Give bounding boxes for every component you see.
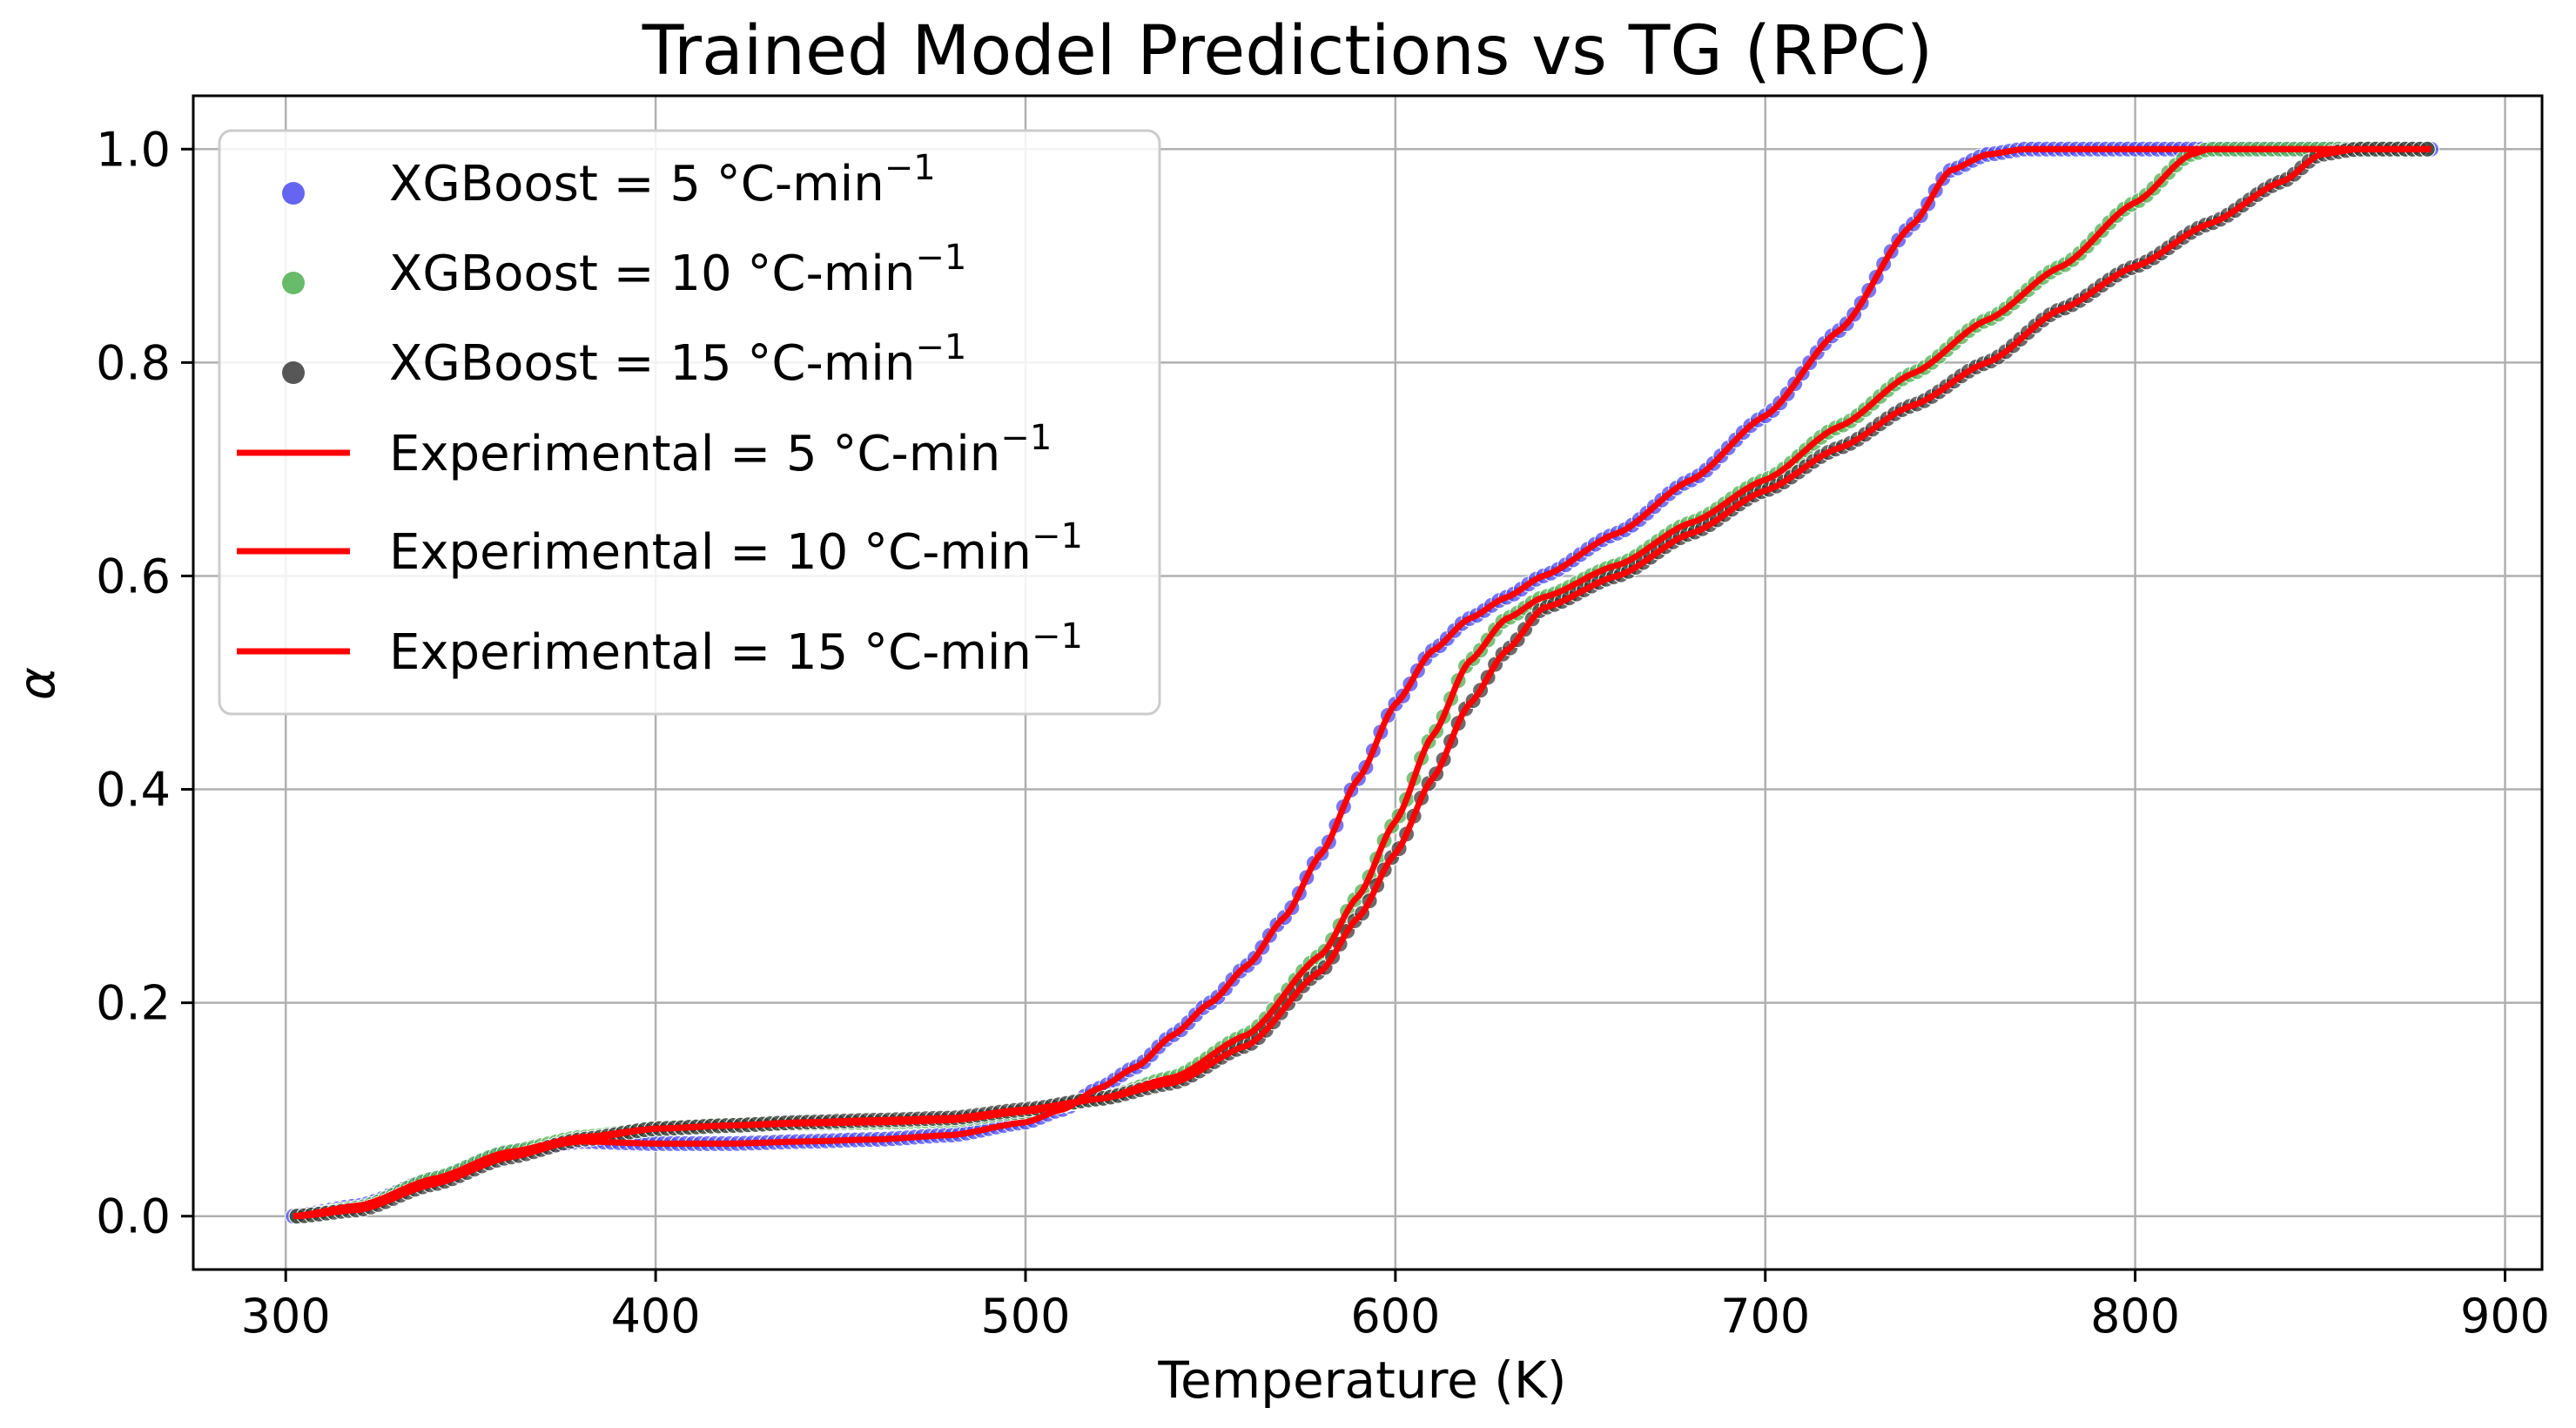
legend-label: XGBoost = 5 °C-min−1 (389, 148, 936, 212)
legend: XGBoost = 5 °C-min−1 XGBoost = 10 °C-min−… (218, 129, 1161, 716)
y-axis: 0.0 0.2 0.4 0.6 0.8 1.0 (96, 122, 193, 1244)
legend-entry: XGBoost = 10 °C-min−1 (282, 238, 966, 302)
plot-area (285, 140, 2439, 1225)
legend-label: Experimental = 10 °C-min−1 (389, 516, 1083, 581)
x-tick-label: 700 (1720, 1289, 1810, 1344)
legend-marker (282, 272, 305, 294)
legend-entry: Experimental = 5 °C-min−1 (237, 418, 1052, 482)
y-tick-label: 1.0 (96, 122, 171, 177)
legend-label: XGBoost = 15 °C-min−1 (389, 327, 966, 392)
legend-entry: Experimental = 10 °C-min−1 (237, 516, 1083, 581)
chart-title: Trained Model Predictions vs TG (RPC) (642, 12, 1933, 91)
y-tick-label: 0.4 (96, 763, 171, 818)
series-line-1 (293, 145, 2431, 1220)
x-tick-label: 400 (611, 1289, 701, 1344)
x-tick-label: 300 (241, 1289, 331, 1344)
y-axis-label: α (7, 667, 66, 700)
legend-label-superscript: −1 (915, 327, 966, 367)
legend-label-superscript: −1 (1032, 516, 1083, 556)
legend-entry: Experimental = 15 °C-min−1 (237, 616, 1083, 681)
y-tick-label: 0.2 (96, 976, 171, 1031)
legend-label-superscript: −1 (1032, 616, 1083, 657)
legend-box (218, 129, 1161, 716)
x-tick-label: 500 (980, 1289, 1070, 1344)
legend-marker (282, 361, 305, 384)
axes-frame (192, 94, 2544, 1271)
legend-marker (282, 182, 305, 205)
legend-label: XGBoost = 10 °C-min−1 (389, 238, 966, 302)
legend-label-superscript: −1 (884, 148, 936, 188)
legend-entry: XGBoost = 5 °C-min−1 (282, 148, 936, 212)
y-tick-label: 0.8 (96, 335, 171, 390)
x-axis: 300 400 500 600 700 800 900 (241, 1270, 2550, 1344)
legend-label: Experimental = 15 °C-min−1 (389, 616, 1083, 681)
series-line-3 (296, 145, 2431, 1220)
legend-label-superscript: −1 (915, 238, 966, 278)
x-tick-label: 600 (1350, 1289, 1440, 1344)
x-tick-label: 900 (2460, 1289, 2550, 1344)
y-tick-label: 0.0 (96, 1189, 171, 1244)
x-tick-label: 800 (2090, 1289, 2180, 1344)
legend-entry: XGBoost = 15 °C-min−1 (282, 327, 966, 392)
x-axis-label: Temperature (K) (1157, 1351, 1566, 1410)
y-tick-label: 0.6 (96, 549, 171, 603)
legend-label-superscript: −1 (1000, 418, 1052, 458)
legend-label: Experimental = 5 °C-min−1 (389, 418, 1052, 482)
